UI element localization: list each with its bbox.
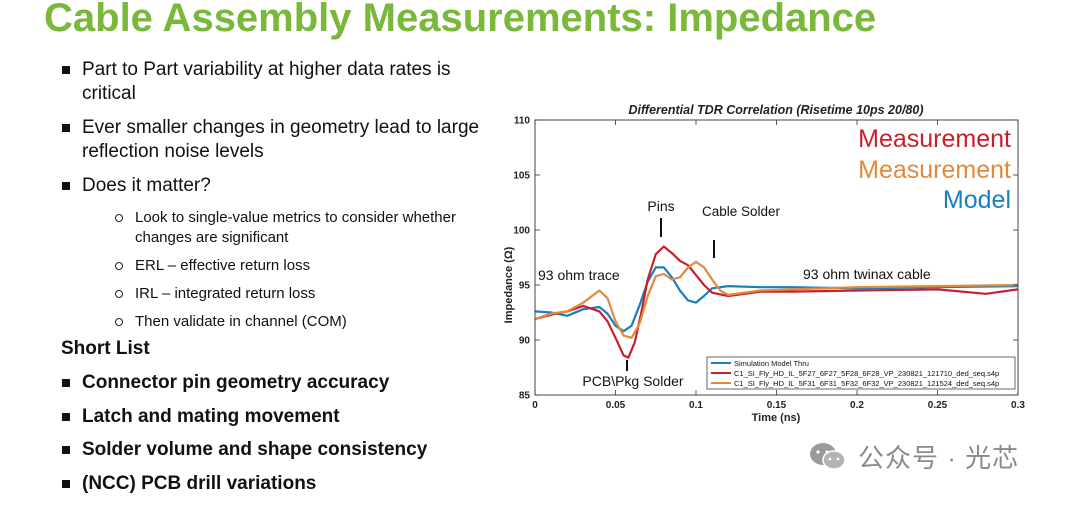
annotation-twinax: 93 ohm twinax cable [803,266,931,282]
x-tick-label: 0.05 [606,400,626,411]
series-line-1 [534,245,1019,359]
x-tick-label: 0.1 [689,400,703,411]
short-list-item: (NCC) PCB drill variations [60,472,520,496]
tdr-chart: Differential TDR Correlation (Risetime 1… [503,103,1025,424]
legend-label-red: C1_SI_Fly_HD_IL_5F27_6F27_5F28_6F28_VP_2… [734,369,999,378]
annotation-pins: Pins [647,198,674,214]
measurement-big-label-red: Measurement [858,125,1011,153]
legend-label-model: Simulation Model Thru [734,359,809,368]
sub-bullet-item: Then validate in channel (COM) [60,312,500,332]
chart-title: Differential TDR Correlation (Risetime 1… [629,103,924,117]
short-list-item: Solder volume and shape consistency [60,438,520,462]
wechat-icon [810,442,846,470]
series-line-2 [534,260,1019,339]
annotation-trace: 93 ohm trace [538,267,620,283]
short-list-item: Connector pin geometry accuracy [60,371,520,395]
y-tick-label: 100 [513,226,530,237]
short-list-item: Latch and mating movement [60,405,520,429]
bullet-item: Ever smaller changes in geometry lead to… [60,116,500,164]
y-axis-label: Impedance (Ω) [503,246,515,323]
x-tick-label: 0 [532,400,538,411]
bullet-item: Does it matter? [60,174,500,198]
y-tick-label: 95 [519,281,531,292]
annotation-cable-solder: Cable Solder [702,204,781,219]
bullet-item: Part to Part variability at higher data … [60,58,500,106]
x-axis-label: Time (ns) [752,412,801,424]
y-tick-label: 105 [513,171,530,182]
annotation-pcb-pkg-solder: PCB\Pkg Solder [582,373,683,389]
x-tick-label: 0.2 [850,400,864,411]
slide-title: Cable Assembly Measurements: Impedance [44,0,877,40]
bullet-list: Part to Part variability at higher data … [60,58,500,340]
x-tick-label: 0.3 [1011,400,1025,411]
measurement-big-label-orange: Measurement [858,156,1011,184]
legend-box [706,356,1016,390]
sub-bullet-item: ERL – effective return loss [60,256,500,276]
watermark-text: 公众号 · 光芯 [858,443,1020,473]
y-tick-label: 90 [519,336,531,347]
watermark: 公众号 · 光芯 [808,438,1019,475]
short-list-title: Short List [61,338,150,359]
short-list: Connector pin geometry accuracy Latch an… [60,371,520,505]
x-tick-label: 0.15 [767,400,787,411]
chart-legend: Simulation Model Thru C1_SI_Fly_HD_IL_5F… [706,356,1016,390]
sub-bullet-item: Look to single-value metrics to consider… [60,208,500,248]
legend-label-orange: C1_SI_Fly_HD_IL_5F31_6F31_5F32_6F32_VP_2… [734,379,999,388]
model-big-label: Model [943,186,1011,214]
y-tick-label: 85 [519,391,531,402]
plot-area [535,120,1018,395]
x-tick-label: 0.25 [928,400,948,411]
series-line-0 [534,266,1019,333]
sub-bullet-item: IRL – integrated return loss [60,284,500,304]
y-tick-label: 110 [514,116,531,127]
